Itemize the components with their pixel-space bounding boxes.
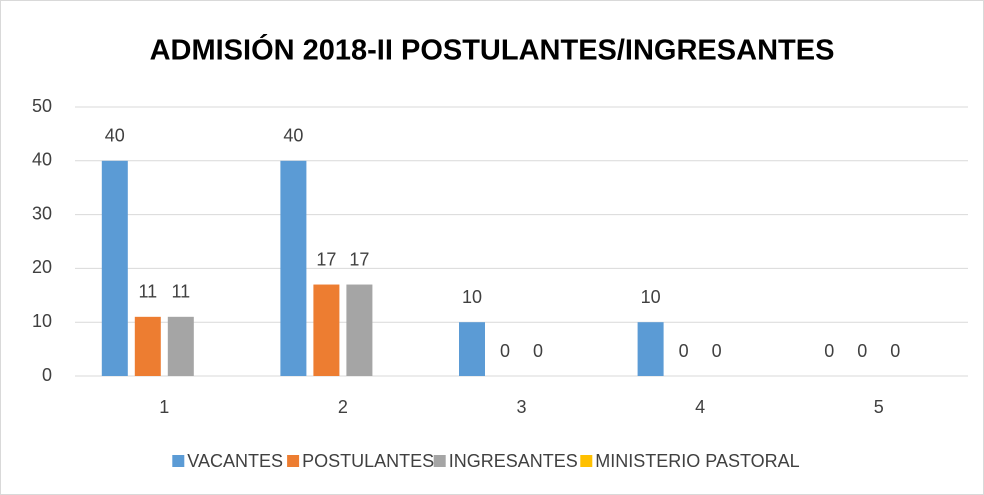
data-label: 0 [890,341,900,361]
bar [167,316,194,376]
data-label: 0 [824,341,834,361]
x-tick-label: 5 [874,397,884,417]
legend-swatch [287,455,300,467]
y-tick-label: 50 [32,96,52,116]
x-tick-label: 1 [159,397,169,417]
legend-label: VACANTES [187,451,283,471]
data-label: 40 [105,126,125,146]
data-label: 10 [641,287,661,307]
data-label: 11 [138,282,157,302]
data-label: 0 [857,341,867,361]
x-tick-label: 3 [516,397,526,417]
y-tick-label: 0 [42,365,52,385]
data-label: 11 [171,282,190,302]
bar [637,322,664,376]
y-tick-label: 20 [32,257,52,277]
bar [280,160,307,376]
chart-title: ADMISIÓN 2018-II POSTULANTES/INGRESANTES [150,33,835,67]
y-tick-label: 10 [32,311,52,331]
y-tick-label: 40 [32,150,52,170]
data-label: 17 [349,249,369,269]
legend-label: MINISTERIO PASTORAL [595,451,799,471]
legend-label: INGRESANTES [449,451,578,471]
bar [101,160,128,376]
legend-swatch [433,455,446,467]
legend-swatch [580,455,593,467]
legend-swatch [172,455,185,467]
data-label: 0 [712,341,722,361]
bar [346,284,373,376]
y-tick-label: 30 [32,203,52,223]
data-label: 0 [679,341,689,361]
data-label: 10 [462,287,482,307]
data-label: 0 [533,341,543,361]
data-label: 40 [283,126,303,146]
data-label: 17 [316,249,336,269]
data-label: 0 [500,341,510,361]
bar [459,322,485,376]
x-tick-label: 2 [338,397,348,417]
bar [134,316,161,376]
legend-label: POSTULANTES [302,451,434,471]
x-tick-label: 4 [695,397,705,417]
bar [313,284,340,376]
